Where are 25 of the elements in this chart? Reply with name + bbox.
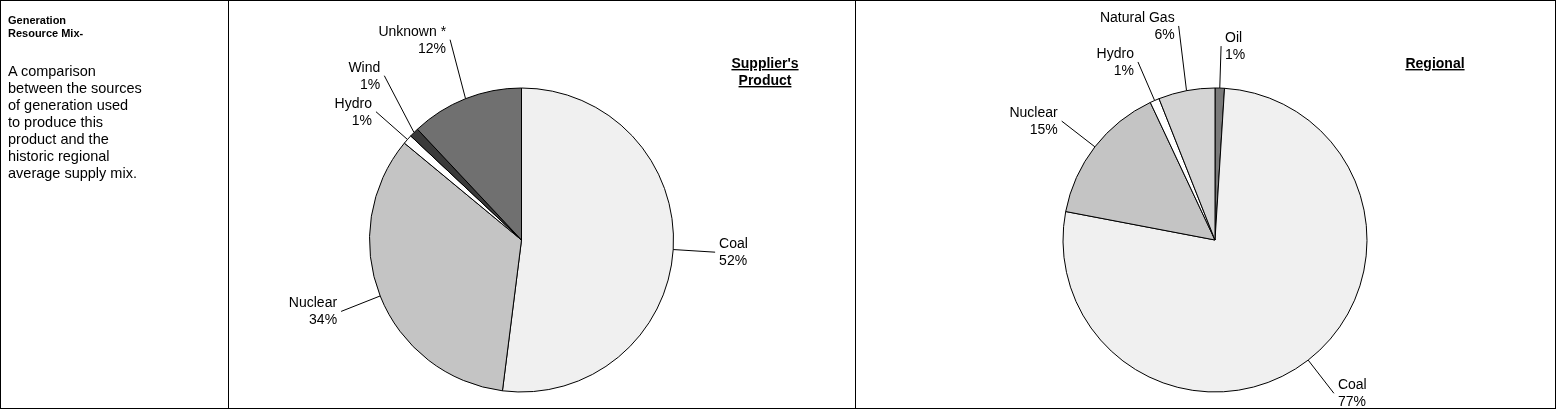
data-label: 12% [418, 39, 447, 56]
text: A comparison between the sources of generation used to produce this product and the historic regional average supply mix. [8, 63, 142, 181]
text: Generation Resource Mix- [8, 14, 84, 39]
data-label: 1% [351, 111, 372, 128]
slice-label: Hydro [334, 94, 373, 111]
slice-label: Oil [1225, 29, 1243, 46]
data-label: 6% [1154, 25, 1175, 42]
slice-label: Nuclear [1009, 104, 1059, 121]
text: Supplier's Product [731, 55, 799, 88]
data-label: 52% [719, 252, 748, 269]
data-label: 1% [1113, 61, 1134, 78]
slice-label: Unknown * [378, 22, 447, 39]
slice-label: Coal [1337, 376, 1367, 393]
data-label: 34% [309, 311, 338, 328]
data-label: 77% [1337, 393, 1366, 410]
data-label: 15% [1029, 121, 1058, 138]
pie-slice [1062, 87, 1368, 393]
data-label: 1% [360, 75, 381, 92]
slice-label: Coal [719, 235, 748, 252]
slice-label: Nuclear [288, 294, 338, 311]
data-label: 1% [1225, 46, 1246, 63]
slice-label: Natural Gas [1099, 8, 1175, 25]
text: Regional [1405, 55, 1465, 71]
slice-label: Hydro [1096, 44, 1135, 61]
slice-label: Wind [348, 58, 381, 75]
